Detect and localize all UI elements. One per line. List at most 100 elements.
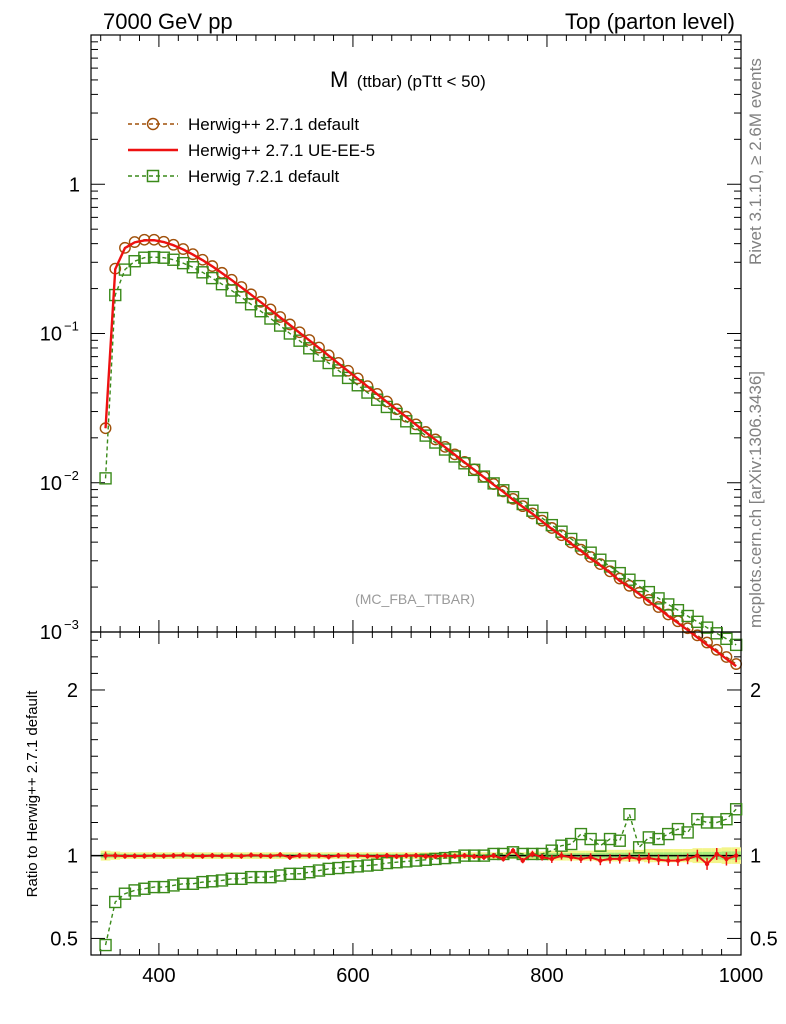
ratio-point-herwig7-default	[691, 812, 704, 826]
ratio-point-herwigpp-ueee5	[510, 848, 516, 853]
ratio-point-herwigpp-ueee5	[365, 853, 370, 859]
legend-marker-herwigpp-default	[146, 117, 160, 131]
point-herwigpp-default	[206, 260, 219, 272]
ratio-point-herwigpp-ueee5	[239, 853, 244, 859]
ratio-point-herwigpp-ueee5	[171, 853, 176, 858]
ratio-point-herwigpp-ueee5	[569, 855, 574, 860]
ratio-point-herwig7-default	[147, 880, 161, 894]
main-panel: 110−110−210−3	[40, 34, 743, 670]
point-herwigpp-default	[361, 380, 374, 393]
point-herwig7-default	[157, 251, 170, 264]
main-ytick-exponent: −3	[64, 617, 79, 632]
main-ytick-exponent: −2	[64, 468, 79, 483]
ratio-point-herwigpp-ueee5	[297, 853, 302, 858]
point-herwig7-default	[438, 443, 452, 456]
ratio-point-herwigpp-ueee5	[287, 855, 293, 860]
point-herwig7-default	[623, 573, 636, 586]
point-herwigpp-default	[313, 341, 325, 354]
ratio-point-herwigpp-ueee5	[627, 855, 632, 860]
ratio-point-herwig7-default	[254, 870, 267, 884]
ratio-point-herwigpp-ueee5	[442, 853, 448, 858]
ratio-point-herwig7-default	[244, 870, 258, 884]
ratio-point-herwig7-default	[157, 880, 170, 894]
point-herwig7-default	[128, 255, 141, 268]
ratio-point-herwig7-default	[370, 858, 384, 871]
ratio-point-herwigpp-ueee5	[413, 853, 419, 858]
ratio-point-herwigpp-ueee5	[345, 853, 351, 858]
ratio-point-herwig7-default	[584, 832, 597, 846]
ratio-point-herwigpp-ueee5	[433, 854, 438, 859]
ratio-point-herwig7-default	[594, 839, 607, 852]
ratio-point-herwig7-default	[671, 822, 685, 836]
series-line-herwigpp-ueee5	[104, 238, 737, 668]
main-ytick-label: 10	[40, 622, 62, 644]
ratio-point-herwigpp-ueee5	[268, 853, 273, 859]
ratio-point-herwig7-default	[351, 860, 364, 873]
point-herwig7-default	[642, 585, 656, 599]
header-left: 7000 GeV pp	[103, 9, 233, 34]
point-herwig7-default	[99, 472, 112, 485]
ratio-point-herwig7-default	[361, 859, 374, 872]
ratio-point-herwig7-default	[235, 872, 248, 886]
point-herwig7-default	[283, 327, 297, 340]
ratio-point-herwig7-default	[332, 861, 345, 875]
ratio-point-herwig7-default	[632, 841, 646, 854]
point-herwig7-default	[312, 349, 326, 362]
point-herwig7-default	[147, 250, 161, 264]
point-herwigpp-default	[177, 243, 190, 255]
ratio-point-herwigpp-ueee5	[326, 854, 331, 859]
ratio-point-herwigpp-ueee5	[724, 856, 729, 862]
point-herwigpp-default	[293, 326, 306, 339]
ratio-xtick-label: 1000	[719, 965, 764, 987]
point-herwig7-default	[448, 450, 462, 463]
point-herwig7-default	[487, 477, 500, 490]
point-herwigpp-default	[701, 636, 713, 649]
ratio-point-herwigpp-ueee5	[666, 858, 671, 863]
ratio-point-herwig7-default	[729, 803, 743, 816]
ratio-point-herwigpp-ueee5	[151, 853, 157, 858]
point-herwigpp-default	[351, 372, 364, 385]
ratio-point-herwigpp-ueee5	[248, 852, 254, 858]
ratio-point-herwigpp-ueee5	[578, 856, 584, 862]
ratio-point-herwig7-default	[623, 808, 636, 821]
ratio-point-herwig7-default	[681, 826, 694, 839]
legend-entry-herwig7-default: Herwig 7.2.1 default	[128, 167, 339, 186]
ratio-point-herwigpp-ueee5	[491, 853, 496, 858]
point-herwig7-default	[477, 470, 491, 483]
ratio-point-herwig7-default	[448, 851, 462, 864]
point-herwigpp-default	[186, 248, 199, 261]
mcplots-credit-text: mcplots.cern.ch [arXiv:1306.3436]	[746, 371, 765, 628]
ratio-point-herwig7-default	[312, 864, 326, 877]
ratio-ytick-label-right: 2	[750, 680, 761, 702]
ratio-point-herwigpp-ueee5	[355, 853, 360, 858]
ratio-point-herwigpp-ueee5	[384, 853, 390, 858]
ratio-point-herwigpp-ueee5	[122, 853, 128, 859]
ratio-line-herwig7-default	[104, 808, 737, 946]
ratio-point-herwigpp-ueee5	[646, 855, 652, 861]
point-herwigpp-default	[283, 318, 296, 331]
ratio-point-herwig7-default	[206, 875, 219, 888]
ratio-point-herwig7-default	[487, 847, 500, 861]
ratio-point-herwig7-default	[109, 895, 122, 909]
point-herwig7-default	[244, 298, 258, 311]
ratio-point-herwig7-default	[264, 870, 277, 884]
point-herwig7-default	[322, 356, 335, 370]
ratio-point-herwigpp-ueee5	[200, 853, 205, 859]
ratio-point-herwig7-default	[613, 834, 626, 847]
ratio-frame	[90, 631, 742, 956]
ratio-point-herwigpp-ueee5	[180, 852, 186, 858]
ratio-point-herwigpp-ueee5	[142, 853, 147, 859]
legend-label-herwigpp-ueee5: Herwig++ 2.7.1 UE-EE-5	[188, 141, 375, 160]
ratio-ytick-label: 2	[67, 680, 78, 702]
main-plot-title: M (ttbar) (pTtt < 50)	[330, 67, 486, 92]
point-herwigpp-default	[303, 334, 316, 346]
point-herwigpp-default	[720, 651, 733, 663]
legend-label-herwig7-default: Herwig 7.2.1 default	[188, 167, 339, 186]
ratio-point-herwigpp-ueee5	[636, 856, 642, 862]
ratio-point-herwig7-default	[186, 877, 200, 890]
point-herwigpp-default	[274, 311, 287, 323]
header-right: Top (parton level)	[565, 9, 735, 34]
ratio-point-herwigpp-ueee5	[607, 856, 613, 862]
ratio-point-herwigpp-ueee5	[161, 853, 166, 859]
